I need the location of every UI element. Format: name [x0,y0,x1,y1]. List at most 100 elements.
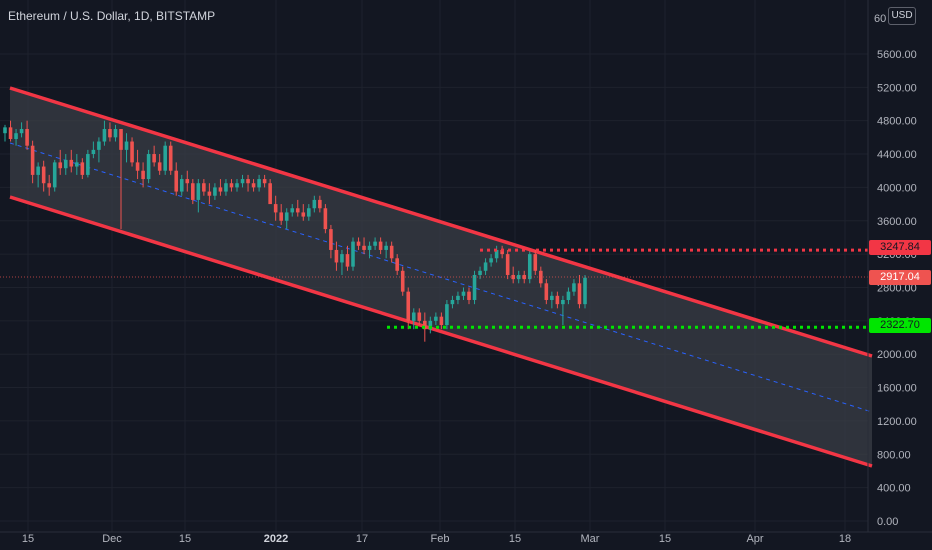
candle-body [329,229,333,250]
y-tick-label: 0.00 [877,516,898,528]
candle-body [213,187,217,196]
x-tick-label: Feb [431,533,450,545]
candle-body [218,187,223,192]
y-tick-label: 5600.00 [877,49,917,61]
candle-body [174,170,179,192]
candle-body [262,179,267,184]
candle-body [533,254,538,271]
price-axis[interactable]: 0.00400.00800.001200.001600.002000.00240… [877,49,917,528]
candle-body [157,162,162,171]
candle-body [202,183,206,192]
candle-body [141,170,145,180]
chart-title: Ethereum / U.S. Dollar, 1D, BITSTAMP [8,9,216,23]
candle-body [544,283,549,300]
candle-body [555,295,560,305]
candle-body [373,241,377,246]
y-tick-label: 5200.00 [877,82,917,94]
candle-body [323,208,328,230]
candle-body [472,274,477,300]
y-tick-label: 4800.00 [877,116,917,128]
candle-body [367,245,372,250]
candle-body [572,283,576,292]
candle-body [91,149,96,155]
x-tick-label: 2022 [264,533,288,545]
candle-body [494,249,499,259]
candle-body [279,212,283,221]
candle-body [389,245,394,259]
candle-body [168,145,173,171]
candle-body [14,133,18,140]
candle-body [428,320,433,330]
x-tick-label: 17 [356,533,368,545]
candle-body [378,241,383,250]
candle-body [340,254,344,263]
candle-body [516,274,521,280]
x-tick-label: 18 [839,533,851,545]
candle-body [229,183,234,188]
candle-body [251,183,256,188]
candle-body [395,258,399,271]
candle-body [500,249,504,255]
y-tick-label: 4000.00 [877,182,917,194]
candle-body [69,159,74,167]
time-axis[interactable]: 15 Dec 15 2022 17 Feb 15 Mar 15 Apr 18 [22,533,851,545]
candle-body [19,129,24,134]
candle-body [489,258,493,263]
candle-body [207,191,212,196]
candle-body [8,127,13,140]
channel-upper-line [9,86,873,358]
candle-body [130,141,134,163]
candle-body [483,262,488,271]
candle-body [268,183,272,205]
candle-body [478,270,482,275]
candle-body [505,254,510,275]
candle-body [362,245,366,250]
y-tick-label: 400.00 [877,483,911,495]
y-tick-label: 4400.00 [877,149,917,161]
candle-body [522,274,527,280]
candle-body [423,320,427,330]
candle-body [25,129,29,146]
candle-body [235,183,239,188]
x-tick-label: 15 [509,533,521,545]
y-tick-label: 3600.00 [877,216,917,228]
candle-body [185,179,190,184]
candle-body [163,145,167,171]
candle-body [351,241,355,267]
candle-body [41,166,46,184]
currency-badge[interactable]: USD [888,7,916,25]
candle-body [124,141,129,150]
candle-body [434,316,438,321]
candle-body [566,291,571,300]
y-tick-label: 1200.00 [877,416,917,428]
x-tick-label: Mar [581,533,600,545]
candle-body [406,291,411,321]
candle-body [345,254,350,267]
y-tick-label: 1600.00 [877,383,917,395]
candle-body [583,277,587,305]
candle-body [467,291,471,300]
candle-body [384,245,388,250]
y-tick-label: 800.00 [877,449,911,461]
candle-body [191,183,195,200]
candle-body [561,299,565,305]
candle-body [550,295,554,300]
candle-body [290,208,295,213]
candle-body [30,145,35,175]
candle-body [356,241,361,246]
channel-lower-line [9,195,873,468]
candle-body [273,204,278,213]
candle-body [312,199,317,209]
candle-body [461,291,466,296]
candle-body [80,162,85,175]
candle-body [113,129,118,138]
x-tick-label: 15 [179,533,191,545]
candle-body [196,183,201,200]
candle-body [75,162,79,167]
current-price-label: 2917.04 [869,270,931,285]
candle-body [334,249,339,263]
candle-body [240,179,245,184]
x-tick-label: Apr [746,533,763,545]
candle-body [146,154,151,180]
